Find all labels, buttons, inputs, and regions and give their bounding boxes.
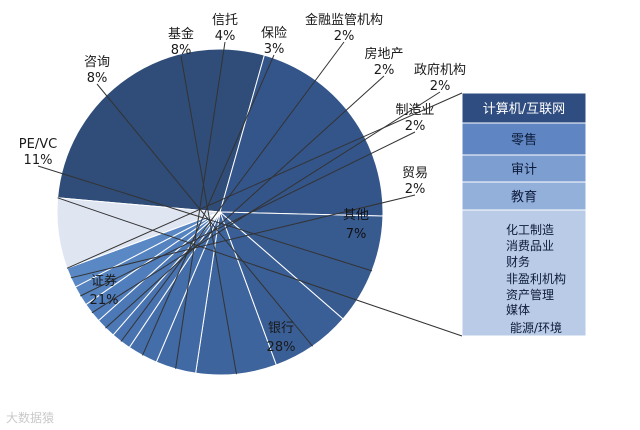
pie-slices bbox=[56, 48, 384, 376]
breakdown-connector-top bbox=[66, 92, 463, 269]
breakdown-connector-bottom bbox=[57, 197, 463, 337]
slice-label-10: 制造业 bbox=[395, 103, 434, 118]
slice-pct-4: 8% bbox=[171, 43, 192, 58]
breakdown-item-1: 零售 bbox=[511, 132, 537, 148]
slice-pct-8: 2% bbox=[374, 63, 395, 78]
leader-line-5 bbox=[175, 41, 226, 369]
slice-label-9: 政府机构 bbox=[414, 63, 466, 78]
leader-line-7 bbox=[120, 41, 345, 342]
breakdown-item-4: 化工制造 bbox=[506, 223, 554, 237]
slice-pct-5: 4% bbox=[215, 29, 236, 44]
slice-pct-2: 11% bbox=[24, 153, 53, 168]
breakdown-band-3 bbox=[461, 181, 587, 211]
slice-label-4: 基金 bbox=[168, 26, 194, 42]
slice-label-2: PE/VC bbox=[19, 137, 57, 152]
breakdown-item-8: 资产管理 bbox=[506, 287, 554, 302]
slice-label-7: 金融监管机构 bbox=[305, 12, 383, 28]
breakdown-item-7: 非盈利机构 bbox=[506, 271, 566, 286]
slice-label-3: 咨询 bbox=[84, 55, 110, 70]
breakdown-band-2 bbox=[461, 154, 587, 183]
leader-line-4 bbox=[180, 55, 237, 375]
leader-line-11 bbox=[70, 194, 416, 279]
slice-label-11: 贸易 bbox=[402, 166, 428, 181]
pie-slice-0 bbox=[57, 48, 265, 213]
slice-pct-9: 2% bbox=[430, 79, 451, 94]
leader-line-10 bbox=[80, 131, 416, 297]
slice-pct-3: 8% bbox=[87, 71, 108, 86]
slice-label-6: 保险 bbox=[261, 26, 287, 41]
breakdown-item-9: 媒体 bbox=[506, 303, 530, 317]
slice-label-0: 银行 bbox=[268, 321, 294, 336]
slice-pct-12: 7% bbox=[346, 227, 367, 242]
slice-pct-7: 2% bbox=[334, 29, 355, 44]
breakdown-item-2: 审计 bbox=[511, 163, 537, 178]
slice-pct-11: 2% bbox=[405, 182, 426, 197]
slice-pct-1: 21% bbox=[90, 293, 119, 308]
watermark: 大数据猿 bbox=[6, 411, 55, 425]
breakdown-item-0: 计算机/互联网 bbox=[483, 102, 565, 117]
slice-pct-0: 28% bbox=[267, 340, 296, 355]
breakdown-item-10: 能源/环境 bbox=[510, 320, 562, 335]
slice-label-5: 信托 bbox=[212, 13, 238, 28]
breakdown-band-1 bbox=[461, 122, 587, 156]
pie-slice-1 bbox=[219, 54, 384, 217]
breakdown-item-6: 财务 bbox=[506, 254, 530, 269]
slice-label-8: 房地产 bbox=[364, 46, 403, 62]
slice-pct-6: 3% bbox=[264, 42, 285, 57]
slice-label-1: 证券 bbox=[91, 273, 117, 289]
breakdown-item-3: 教育 bbox=[511, 189, 537, 205]
leader-line-8 bbox=[105, 75, 385, 329]
slice-label-12: 其他 bbox=[343, 208, 369, 223]
breakdown-band-0 bbox=[461, 92, 587, 124]
slice-pct-10: 2% bbox=[405, 119, 426, 134]
breakdown-item-5: 消费品业 bbox=[506, 239, 554, 253]
leader-line-3 bbox=[96, 83, 313, 347]
leader-line-2 bbox=[37, 165, 373, 272]
